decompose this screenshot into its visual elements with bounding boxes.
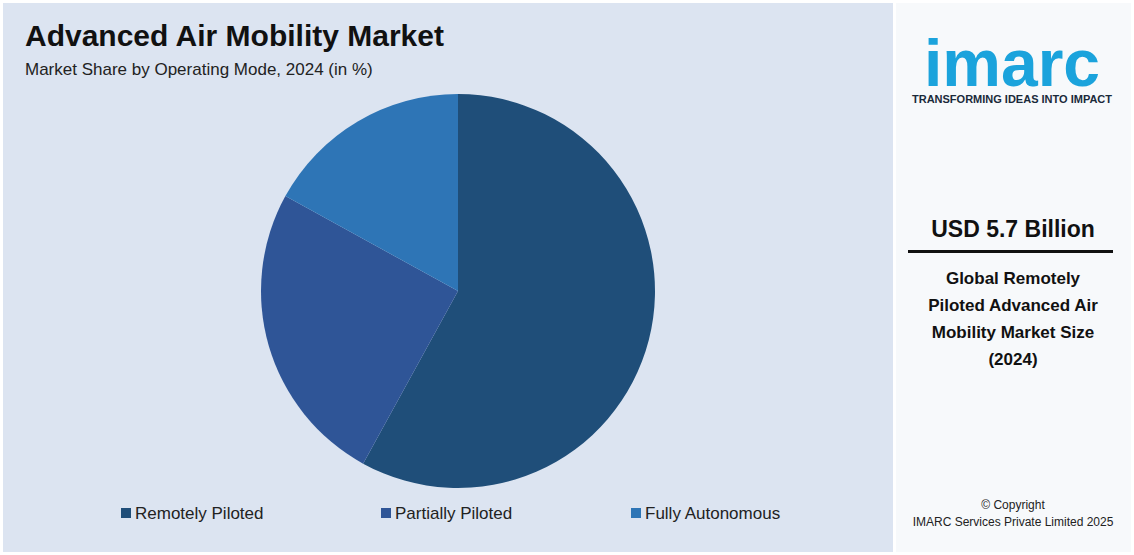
- background: [0, 0, 1134, 555]
- subtitle: Market Share by Operating Mode, 2024 (in…: [25, 60, 373, 79]
- tagline: TRANSFORMING IDEAS INTO IMPACT: [912, 93, 1112, 105]
- description: Piloted Advanced Air: [928, 296, 1098, 315]
- logo: imarc: [924, 26, 1100, 100]
- legend-label: Fully Autonomous: [645, 504, 780, 523]
- legend-label: Partially Piloted: [395, 504, 512, 523]
- description: Global Remotely: [946, 269, 1081, 288]
- headline: USD 5.7 Billion: [931, 216, 1095, 242]
- chart-panel: [3, 3, 893, 552]
- title: Advanced Air Mobility Market: [25, 19, 444, 52]
- pie-slice: [285, 94, 458, 291]
- side-panel: [896, 3, 1131, 552]
- legend-swatch: [631, 508, 641, 518]
- chart-root: Advanced Air Mobility Market Market Share…: [0, 0, 1134, 555]
- legend-swatch: [121, 508, 131, 518]
- pie: [261, 94, 655, 488]
- divider: [908, 250, 1113, 253]
- copyright: © Copyright: [981, 498, 1045, 512]
- copyright: IMARC Services Private Limited 2025: [913, 515, 1114, 529]
- description: Mobility Market Size: [932, 323, 1094, 342]
- legend-swatch: [381, 508, 391, 518]
- legend-label: Remotely Piloted: [135, 504, 264, 523]
- description: (2024): [988, 350, 1037, 369]
